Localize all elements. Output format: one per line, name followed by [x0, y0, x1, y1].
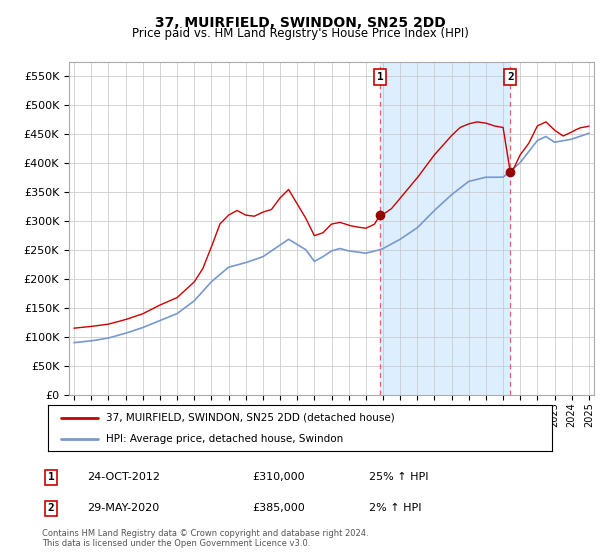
Bar	[380, 62, 510, 395]
Text: 1: 1	[47, 472, 55, 482]
Text: Contains HM Land Registry data © Crown copyright and database right 2024.: Contains HM Land Registry data © Crown c…	[42, 529, 368, 538]
Text: 2% ↑ HPI: 2% ↑ HPI	[369, 503, 421, 514]
Text: 2: 2	[47, 503, 55, 514]
Text: 29-MAY-2020: 29-MAY-2020	[87, 503, 159, 514]
Text: HPI: Average price, detached house, Swindon: HPI: Average price, detached house, Swin…	[106, 435, 343, 444]
Text: This data is licensed under the Open Government Licence v3.0.: This data is licensed under the Open Gov…	[42, 539, 310, 548]
Text: 24-OCT-2012: 24-OCT-2012	[87, 472, 160, 482]
Text: 25% ↑ HPI: 25% ↑ HPI	[369, 472, 428, 482]
Text: £385,000: £385,000	[252, 503, 305, 514]
Text: 2: 2	[507, 72, 514, 82]
Text: 37, MUIRFIELD, SWINDON, SN25 2DD (detached house): 37, MUIRFIELD, SWINDON, SN25 2DD (detach…	[106, 413, 395, 423]
Text: 37, MUIRFIELD, SWINDON, SN25 2DD: 37, MUIRFIELD, SWINDON, SN25 2DD	[155, 16, 445, 30]
Text: £310,000: £310,000	[252, 472, 305, 482]
Text: Price paid vs. HM Land Registry's House Price Index (HPI): Price paid vs. HM Land Registry's House …	[131, 27, 469, 40]
Text: 1: 1	[377, 72, 383, 82]
